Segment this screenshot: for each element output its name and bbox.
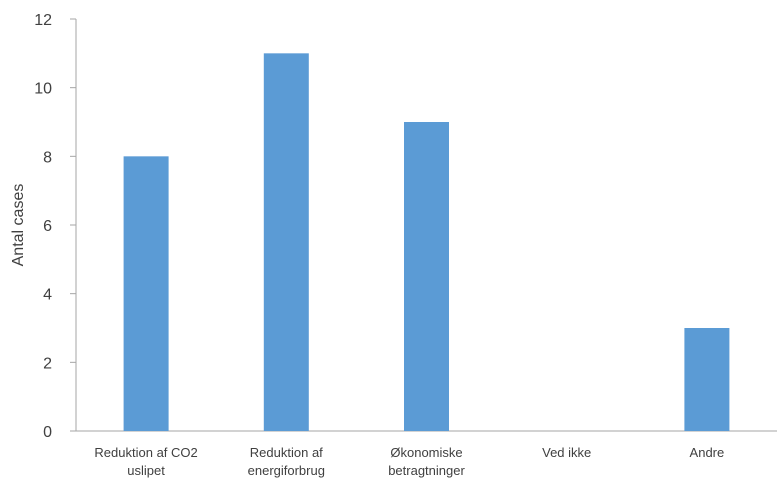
y-axis-label: Antal cases	[10, 184, 27, 267]
x-tick-label: Andre	[690, 445, 725, 460]
y-tick-label: 10	[34, 81, 52, 98]
y-tick-label: 12	[34, 12, 52, 29]
y-tick-label: 2	[43, 355, 52, 372]
x-tick-label: Reduktion af CO2 uslipet	[94, 445, 197, 478]
x-tick-label: Økonomiske betragtninger	[388, 445, 465, 478]
x-tick-label: Ved ikke	[542, 445, 591, 460]
x-tick-label: Reduktion af energiforbrug	[248, 445, 325, 478]
bar	[684, 328, 730, 431]
y-tick-label: 4	[43, 287, 52, 304]
y-tick-label: 8	[43, 149, 52, 166]
bar	[404, 122, 449, 431]
y-tick-label: 0	[43, 424, 52, 441]
y-tick-label: 6	[43, 218, 52, 235]
bar	[263, 53, 309, 431]
bar	[123, 156, 169, 432]
